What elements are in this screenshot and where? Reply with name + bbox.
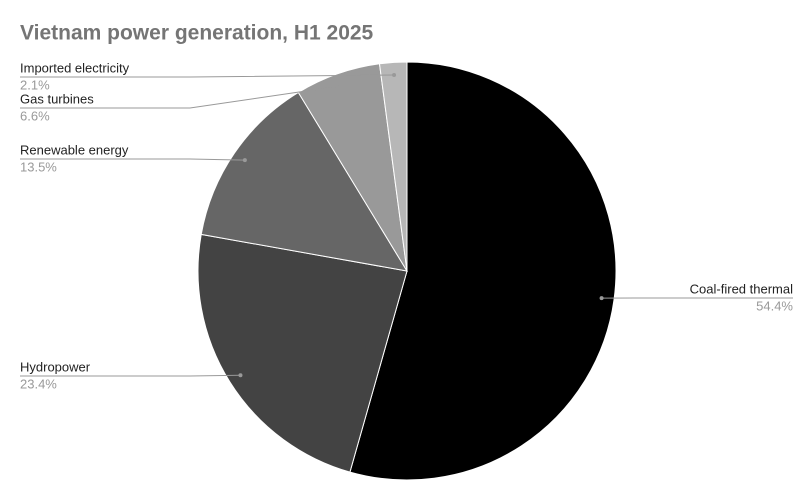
slice-value-label: 6.6%	[20, 108, 50, 123]
pie-slice	[349, 61, 617, 481]
slice-value-label: 2.1%	[20, 77, 50, 92]
pie-slice	[378, 61, 408, 272]
leader-dot	[242, 158, 247, 163]
leader-dot	[339, 83, 344, 88]
slice-value-label: 23.4%	[20, 376, 57, 391]
slice-value-label: 54.4%	[756, 298, 793, 313]
pie-slice	[200, 91, 409, 272]
leader-dot	[238, 373, 243, 378]
leader-dot	[599, 296, 604, 301]
leader-line	[20, 374, 241, 377]
chart-title: Vietnam power generation, H1 2025	[20, 22, 374, 45]
slice-label: Hydropower	[20, 359, 91, 374]
slice-value-label: 13.5%	[20, 159, 57, 174]
leader-line	[20, 85, 342, 109]
slice-label: Gas turbines	[20, 91, 94, 106]
slice-label: Imported electricity	[20, 60, 130, 75]
leader-line	[20, 158, 245, 161]
leader-line	[20, 74, 395, 78]
slice-label: Coal-fired thermal	[690, 281, 793, 296]
pie-slice	[197, 233, 408, 473]
leader-dot	[392, 72, 397, 77]
slice-label: Renewable energy	[20, 142, 129, 157]
